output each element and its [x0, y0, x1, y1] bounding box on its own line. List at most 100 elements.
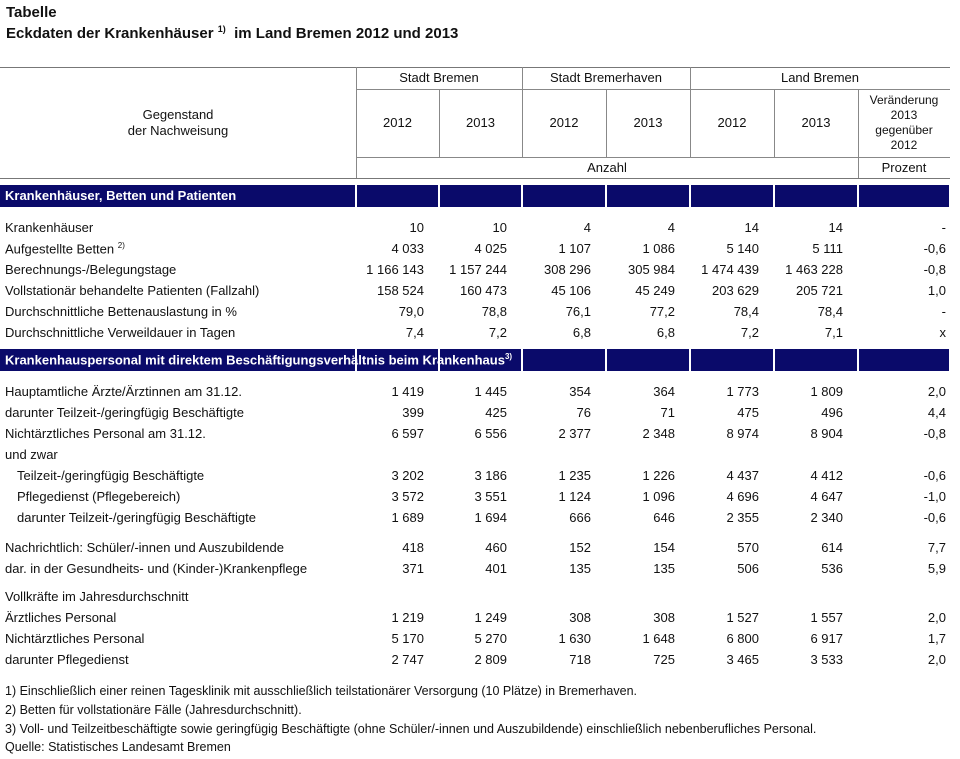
row-label-text: Durchschnittliche Bettenauslastung in %: [5, 304, 237, 319]
section-bar-cell: [775, 185, 857, 207]
row-label: Pflegedienst (Pflegebereich): [17, 489, 180, 504]
cell-value: 2 340: [810, 510, 843, 525]
title-text-rest: im Land Bremen 2012 und 2013: [234, 25, 459, 42]
cell-value: 3 533: [810, 652, 843, 667]
unit-count: Anzahl: [587, 159, 627, 175]
footnote-ref: 1): [217, 24, 226, 34]
cell-value: 135: [653, 561, 675, 576]
change-header-line: 2012: [890, 138, 918, 152]
footnote-ref: 3): [504, 352, 513, 361]
cell-value: 7,2: [488, 325, 507, 340]
row-label-text: Hauptamtliche Ärzte/Ärztinnen am 31.12.: [5, 384, 243, 399]
cell-value: 614: [821, 540, 843, 555]
cell-value: -1,0: [923, 489, 946, 504]
cell-value: 160 473: [460, 283, 507, 298]
section-bar-cell: [440, 185, 521, 207]
row-label-text: Nichtärztliches Personal am 31.12.: [5, 426, 206, 441]
section-bar-cell: [691, 185, 773, 207]
table-row: Krankenhäuser 10 10 4 4 14 14 -: [0, 217, 950, 238]
cell-value: 2,0: [927, 610, 946, 625]
unit-percent: Prozent: [881, 159, 927, 175]
cell-value: 7,2: [740, 325, 759, 340]
rule: [0, 178, 950, 179]
cell-value: 154: [653, 540, 675, 555]
section-title-text: Krankenhauspersonal mit direktem Beschäf…: [5, 352, 505, 368]
cell-value: 496: [821, 405, 843, 420]
table-row: Ärztliches Personal 1 219 1 249 308 308 1 527…: [0, 607, 950, 628]
cell-value: 1 166 143: [366, 262, 424, 277]
cell-value: -: [941, 220, 946, 235]
cell-value: 10: [409, 220, 424, 235]
cell-value: 1 445: [474, 384, 507, 399]
cell-value: 4 025: [474, 241, 507, 256]
change-header: Veränderung 2013 gegenüber 2012: [858, 89, 950, 157]
cell-value: 78,8: [481, 304, 507, 319]
cell-value: 1 107: [558, 241, 591, 256]
cell-value: 7,7: [927, 540, 946, 555]
year-header: 2013: [466, 115, 495, 130]
row-label-text: Vollkräfte im Jahresdurchschnitt: [5, 589, 189, 604]
row-label: Teilzeit-/geringfügig Beschäftigte: [17, 468, 204, 483]
table-row: darunter Teilzeit-/geringfügig Beschäfti…: [0, 507, 950, 528]
section-title-text: Krankenhäuser, Betten und Patienten: [5, 188, 237, 203]
cell-value: 6 917: [810, 631, 843, 646]
section-title: Krankenhäuser, Betten und Patienten: [5, 188, 236, 203]
cell-value: 3 572: [391, 489, 424, 504]
cell-value: 354: [569, 384, 591, 399]
cell-value: 1 689: [391, 510, 424, 525]
cell-value: 76,1: [565, 304, 591, 319]
cell-value: 2 377: [558, 426, 591, 441]
rule: [356, 67, 357, 178]
cell-value: 1 773: [726, 384, 759, 399]
row-label-text: Krankenhäuser: [5, 220, 94, 235]
cell-value: 305 984: [628, 262, 675, 277]
table-row: Durchschnittliche Verweildauer in Tagen 7…: [0, 322, 950, 343]
cell-value: 5,9: [927, 561, 946, 576]
cell-value: 4: [667, 220, 675, 235]
row-label-text: darunter Pflegedienst: [5, 652, 129, 667]
cell-value: 1 086: [642, 241, 675, 256]
cell-value: x: [939, 325, 947, 340]
section-bar-cell: [607, 185, 689, 207]
cell-value: 79,0: [398, 304, 424, 319]
cell-value: 1,0: [927, 283, 946, 298]
cell-value: 1 527: [726, 610, 759, 625]
cell-value: -0,8: [923, 426, 946, 441]
row-label: Durchschnittliche Verweildauer in Tagen: [5, 325, 235, 340]
cell-value: 76: [576, 405, 591, 420]
table-row: darunter Teilzeit-/geringfügig Beschäfti…: [0, 402, 950, 423]
year-header: 2012: [383, 115, 412, 130]
cell-value: 425: [485, 405, 507, 420]
cell-value: -0,6: [923, 241, 946, 256]
row-label-text: Berechnungs-/Belegungstage: [5, 262, 177, 277]
cell-value: 158 524: [377, 283, 424, 298]
rule: [774, 89, 775, 157]
cell-value: 666: [569, 510, 591, 525]
row-label: Berechnungs-/Belegungstage: [5, 262, 176, 277]
table-label: Tabelle: [6, 4, 57, 21]
footnote: Quelle: Statistisches Landesamt Bremen: [5, 740, 231, 754]
cell-value: 418: [402, 540, 424, 555]
cell-value: 1 096: [642, 489, 675, 504]
cell-value: 14: [744, 220, 759, 235]
rule: [356, 89, 950, 90]
row-label: und zwar: [5, 447, 58, 462]
cell-value: 3 551: [474, 489, 507, 504]
section-bar-cell: [607, 349, 689, 371]
cell-value: 45 106: [551, 283, 591, 298]
cell-value: 371: [402, 561, 424, 576]
row-label-text: darunter Teilzeit-/geringfügig Beschäfti…: [17, 510, 256, 525]
stub-header: Gegenstand der Nachweisung: [0, 67, 356, 178]
cell-value: 1 630: [558, 631, 591, 646]
cell-value: 3 186: [474, 468, 507, 483]
cell-value: 78,4: [733, 304, 759, 319]
cell-value: 401: [485, 561, 507, 576]
row-label-text: Teilzeit-/geringfügig Beschäftigte: [17, 468, 205, 483]
cell-value: 5 140: [726, 241, 759, 256]
section-bar-cell: [0, 185, 355, 207]
table-title: Eckdaten der Krankenhäuser 1) im Land Br…: [6, 24, 458, 42]
cell-value: 1 226: [642, 468, 675, 483]
section-bar-cell: [0, 349, 355, 371]
cell-value: 1 219: [391, 610, 424, 625]
cell-value: 6 800: [726, 631, 759, 646]
